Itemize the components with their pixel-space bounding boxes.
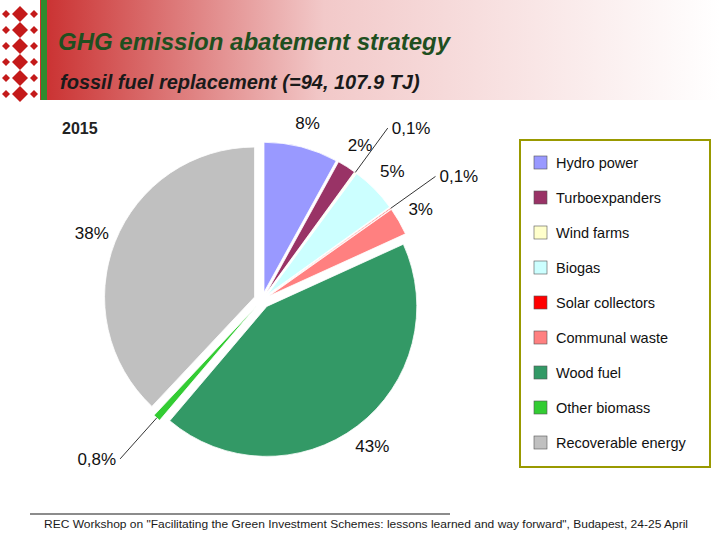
data-label: 2%: [348, 136, 373, 155]
ornament-diamond: [30, 42, 38, 50]
legend-label: Wood fuel: [556, 365, 621, 381]
ornament-diamond: [30, 10, 38, 18]
legend-label: Turboexpanders: [556, 190, 661, 206]
subtitle: fossil fuel replacement (=94, 107.9 TJ): [60, 71, 420, 93]
data-label: 8%: [295, 114, 320, 133]
footer-rule: [30, 513, 450, 515]
pie-slice: [105, 147, 255, 406]
legend-frame: [520, 140, 710, 467]
legend-label: Communal waste: [556, 330, 668, 346]
chart-root: GHG emission abatement strategy fossil fu…: [0, 0, 720, 540]
ornament-diamond: [12, 86, 28, 102]
legend-label: Biogas: [556, 260, 600, 276]
legend-label: Recoverable energy: [556, 435, 687, 451]
legend-label: Wind farms: [556, 225, 629, 241]
legend-label: Solar collectors: [556, 295, 655, 311]
ornament-diamond: [12, 38, 28, 54]
ornament-diamond: [12, 70, 28, 86]
footer: REC Workshop on "Facilitating the Green …: [44, 518, 688, 530]
ornament-diamond: [2, 90, 10, 98]
chart-svg: GHG emission abatement strategy fossil fu…: [0, 0, 720, 540]
leader-line: [120, 418, 157, 459]
data-label: 0,1%: [392, 119, 431, 138]
legend-swatch: [534, 401, 547, 414]
ornament-diamond: [12, 6, 28, 22]
legend-swatch: [534, 261, 547, 274]
ornament-diamond: [30, 26, 38, 34]
legend-swatch: [534, 366, 547, 379]
ornament-diamond: [2, 42, 10, 50]
legend-swatch: [534, 226, 547, 239]
data-label: 5%: [380, 162, 405, 181]
legend-swatch: [534, 331, 547, 344]
ornament-diamond: [2, 26, 10, 34]
ornament: [2, 6, 38, 102]
green-strip: [41, 0, 47, 100]
legend: Hydro power Turboexpanders Wind farms Bioga…: [520, 140, 710, 467]
data-label: 3%: [408, 200, 433, 219]
data-label: 43%: [355, 437, 389, 456]
data-labels: 8% 2% 0,1% 5% 0,1% 3% 43% 0,8% 38%: [75, 114, 478, 469]
ornament-bg: [0, 0, 40, 100]
legend-swatch: [534, 191, 547, 204]
legend-label: Hydro power: [556, 155, 638, 171]
ornament-diamond: [30, 74, 38, 82]
ornament-diamond: [2, 74, 10, 82]
year-annotation: 2015: [62, 120, 98, 137]
legend-swatch: [534, 156, 547, 169]
data-label: 0,8%: [77, 450, 116, 469]
legend-swatch: [534, 296, 547, 309]
ornament-diamond: [30, 90, 38, 98]
ornament-diamond: [30, 58, 38, 66]
legend-label: Other biomass: [556, 400, 650, 416]
data-label: 38%: [75, 224, 109, 243]
ornament-diamond: [12, 54, 28, 70]
ornament-diamond: [2, 10, 10, 18]
data-label: 0,1%: [439, 167, 478, 186]
pie: [105, 142, 417, 456]
title: GHG emission abatement strategy: [58, 28, 452, 55]
legend-swatch: [534, 436, 547, 449]
ornament-diamond: [12, 22, 28, 38]
header-band: [0, 0, 720, 100]
ornament-diamond: [2, 58, 10, 66]
